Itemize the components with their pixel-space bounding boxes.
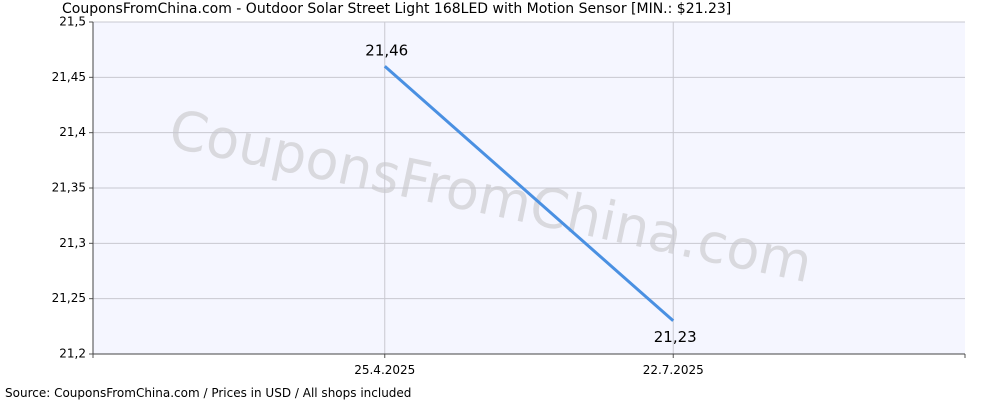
y-tick-label: 21,5 (59, 15, 86, 29)
y-tick-label: 21,35 (52, 181, 86, 195)
x-tick-label: 25.4.2025 (354, 363, 415, 377)
source-note: Source: CouponsFromChina.com / Prices in… (5, 386, 412, 400)
y-tick-label: 21,3 (59, 236, 86, 250)
chart-title: CouponsFromChina.com - Outdoor Solar Str… (62, 1, 732, 17)
y-tick-label: 21,25 (52, 291, 86, 305)
data-label: 21,46 (365, 41, 408, 59)
data-label: 21,23 (654, 328, 697, 346)
y-tick-label: 21,4 (59, 125, 86, 139)
y-tick-label: 21,2 (59, 347, 86, 361)
y-tick-label: 21,45 (52, 70, 86, 84)
price-line (383, 65, 675, 322)
x-tick-label: 22.7.2025 (643, 363, 704, 377)
